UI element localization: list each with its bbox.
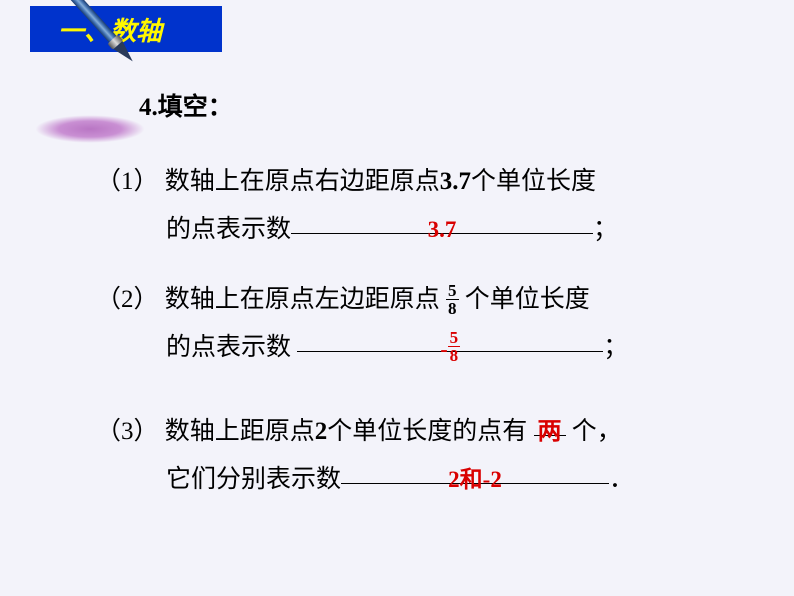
- q3-value: 2: [315, 418, 328, 445]
- q1-number: （1）: [96, 168, 159, 195]
- question-2: （2） 数轴上在原点左边距原点 58 个单位长度 的点表示数 -58；: [96, 276, 628, 371]
- q3-text-e: ．: [609, 466, 634, 493]
- pen-shadow: [35, 115, 145, 143]
- q3-number: （3）: [96, 418, 159, 445]
- q1-answer: 3.7: [428, 217, 457, 242]
- pen-illustration: [0, 15, 160, 145]
- q1-text-c: 的点表示数: [166, 216, 291, 243]
- q2-text-c: 的点表示数: [166, 334, 297, 361]
- q3-text-a: 数轴上距原点: [159, 418, 315, 445]
- q2-text-b: 个单位长度: [459, 286, 590, 313]
- q3-text-c: 个，: [566, 418, 622, 445]
- q1-value: 3.7: [440, 168, 471, 195]
- q2-blank: -58: [297, 324, 603, 352]
- q1-text-a: 数轴上在原点右边距原点: [159, 168, 440, 195]
- question-3: （3） 数轴上距原点2个单位长度的点有 两 个， 它们分别表示数2和-2．: [96, 408, 634, 503]
- q2-text-a: 数轴上在原点左边距原点: [159, 286, 447, 313]
- q3-text-d: 它们分别表示数: [166, 466, 341, 493]
- q3-blank-1: 两: [534, 408, 566, 436]
- q3-answer-1: 两: [538, 419, 562, 445]
- question-1: （1） 数轴上在原点右边距原点3.7个单位长度 的点表示数3.7；: [96, 158, 618, 253]
- q2-fraction: 58: [446, 282, 459, 317]
- q2-number: （2）: [96, 286, 159, 313]
- q3-text-b: 个单位长度的点有: [327, 418, 533, 445]
- q1-text-b: 个单位长度: [471, 168, 596, 195]
- q2-answer-fraction: 58: [448, 329, 461, 364]
- q2-answer-neg: -: [440, 336, 447, 361]
- q1-text-d: ；: [593, 216, 618, 243]
- q3-answer-2: 2和-2: [448, 467, 502, 492]
- q1-blank: 3.7: [291, 206, 593, 234]
- q2-text-d: ；: [603, 334, 628, 361]
- q3-blank-2: 2和-2: [341, 456, 609, 484]
- question-heading: 4.填空：: [139, 87, 233, 123]
